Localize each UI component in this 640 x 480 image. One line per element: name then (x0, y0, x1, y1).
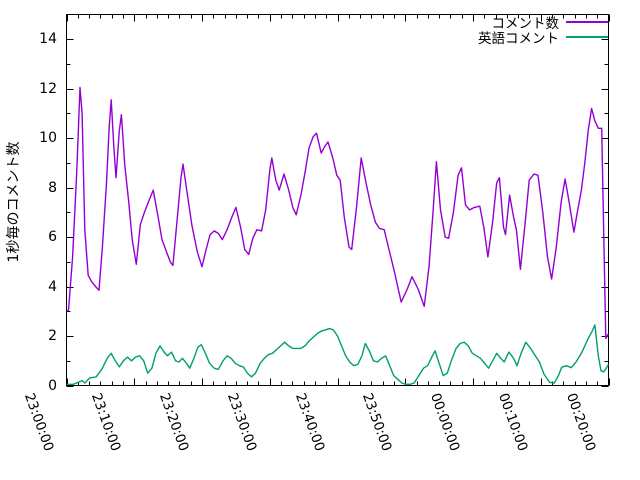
legend-label-english-comments: 英語コメント (478, 30, 559, 47)
y-tick-label: 10 (39, 130, 57, 147)
series-line-0 (66, 86, 610, 340)
plot-border (66, 14, 609, 386)
y-tick-label: 8 (48, 179, 57, 196)
y-tick-label: 2 (48, 328, 57, 345)
legend-label-comments: コメント数 (491, 15, 560, 32)
y-tick-label: 12 (39, 80, 57, 97)
y-tick-label: 4 (48, 278, 57, 295)
y-tick-label: 14 (39, 31, 57, 48)
legend-item-english-comments: 英語コメント (478, 29, 608, 47)
legend-item-comments: コメント数 (478, 14, 608, 32)
legend-line-sample-english-comments (566, 35, 608, 38)
legend: コメント数 英語コメント (478, 14, 608, 47)
y-tick-label: 6 (48, 229, 57, 246)
legend-line-sample-comments (566, 20, 608, 23)
series-line-1 (66, 324, 610, 385)
y-tick-label: 0 (48, 377, 57, 394)
